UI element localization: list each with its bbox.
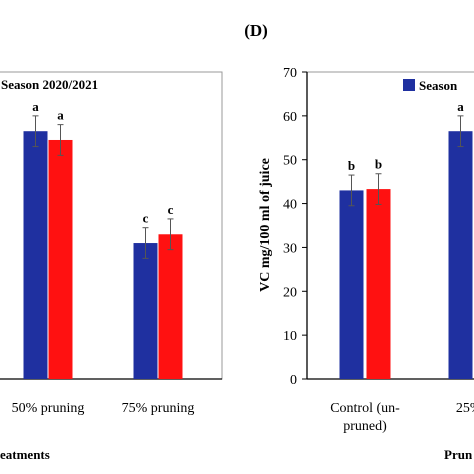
right-bar — [339, 190, 364, 379]
left-bar — [48, 139, 73, 379]
left-significance-letter: c — [168, 202, 174, 217]
left-bar — [158, 234, 183, 379]
right-y-tick-label: 0 — [290, 373, 297, 388]
right-y-tick-label: 10 — [283, 329, 297, 344]
right-significance-letter: b — [375, 157, 382, 172]
right-significance-letter: b — [348, 158, 355, 173]
right-legend-swatch — [403, 79, 415, 91]
left-significance-letter: a — [32, 99, 39, 114]
right-category-label: Control (un-pruned) — [330, 401, 400, 434]
right-y-tick-label: 50 — [283, 154, 297, 169]
right-y-tick-label: 20 — [283, 285, 297, 300]
right-chart-panel: 0 10 20 30 40 50 60 70 VC mg/100 ml of juice Se… — [258, 66, 474, 462]
left-chart-panel: Season 2020/2021 a a 50% pruning c c 75% prun… — [0, 71, 223, 462]
right-bar — [366, 189, 391, 379]
left-significance-letter: c — [143, 211, 149, 226]
right-legend-text: Season — [419, 78, 458, 93]
right-significance-letter: a — [457, 99, 464, 114]
left-legend-text: Season 2020/2021 — [1, 77, 98, 92]
right-y-tick-label: 40 — [283, 198, 297, 213]
left-bar — [133, 243, 158, 379]
left-x-axis-title: eatments — [0, 447, 50, 462]
right-y-axis-title: VC mg/100 ml of juice — [258, 158, 273, 292]
right-category-label: 25% p — [456, 401, 474, 416]
left-significance-letter: a — [57, 108, 64, 123]
right-bar — [448, 131, 473, 379]
right-y-tick-label: 60 — [283, 110, 297, 125]
left-category-label: 75% pruning — [122, 401, 195, 416]
right-x-axis-title: Prun — [444, 447, 473, 462]
right-y-tick-label: 70 — [283, 66, 297, 81]
panel-label: (D) — [244, 21, 268, 40]
left-bar — [23, 131, 48, 379]
right-y-tick-label: 30 — [283, 241, 297, 256]
left-category-label: 50% pruning — [12, 401, 85, 416]
